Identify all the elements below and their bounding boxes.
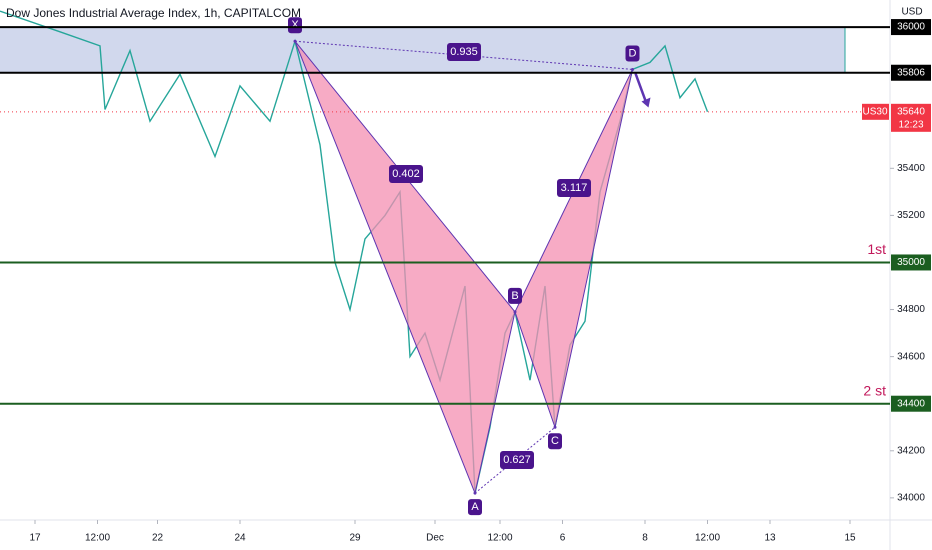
pattern-point: [513, 310, 517, 314]
level-value: 34400: [897, 398, 925, 409]
ratio-badge: [557, 179, 591, 197]
ratio-label: 3.117: [561, 182, 588, 194]
level-badge: [891, 254, 931, 271]
point-label: X: [291, 19, 299, 31]
y-tick-label: 34800: [897, 304, 925, 315]
pattern-point: [553, 425, 557, 429]
ratio-badge: [500, 451, 534, 469]
x-tick-label: 29: [349, 533, 361, 544]
x-tick-label: Dec: [426, 533, 444, 544]
current-badge: [891, 103, 931, 132]
y-tick-label: 34600: [897, 351, 925, 362]
ratio-label: 0.935: [450, 46, 478, 58]
point-label: A: [471, 501, 479, 513]
arrow: [634, 73, 648, 104]
symbol: US30: [862, 106, 887, 117]
y-tick-label: 35200: [897, 210, 925, 221]
y-tick-label: 35400: [897, 163, 925, 174]
point-badge: [468, 499, 482, 516]
level-value: 35806: [897, 67, 925, 78]
pattern-point: [293, 39, 297, 43]
current-value: 35640: [897, 106, 925, 117]
level-badge: [891, 19, 931, 36]
x-tick-label: 17: [29, 533, 41, 544]
plot: X A B C D 0.935 0.402 3.117 0.627 1st 2 st US30: [0, 10, 931, 524]
x-tick-label: 12:00: [487, 533, 512, 544]
level-label: 2 st: [863, 382, 886, 398]
x-tick-label: 13: [764, 533, 776, 544]
pattern-dotted: [474, 426, 556, 494]
ratio-badge: [447, 43, 481, 61]
level-label: 1st: [867, 241, 886, 257]
current-time: 12:23: [898, 119, 923, 130]
zone: [0, 27, 845, 73]
y-tick-label: 34200: [897, 445, 925, 456]
level-value: 36000: [897, 22, 925, 33]
point-badge: [508, 287, 522, 304]
x-tick-label: 12:00: [695, 533, 720, 544]
point-label: D: [629, 47, 637, 59]
x-tick-label: 6: [560, 533, 566, 544]
level-badge: [891, 64, 931, 81]
ratio-badge: [389, 165, 423, 183]
level-value: 35000: [897, 257, 925, 268]
level-badge: [891, 395, 931, 412]
point-badge: [548, 433, 562, 450]
x-tick-label: 12:00: [85, 533, 110, 544]
ratio-label: 0.402: [392, 168, 420, 180]
point-badge: [288, 17, 302, 34]
x-tick-label: 22: [152, 533, 164, 544]
point-badge: [625, 45, 640, 62]
pattern-point: [631, 67, 634, 71]
symbol-badge: [862, 103, 889, 120]
x-tick-label: 8: [642, 533, 648, 544]
x-tick-label: 15: [844, 533, 856, 544]
point-label: C: [551, 435, 559, 447]
arrow-head: [641, 97, 651, 108]
currency: USD: [901, 7, 922, 18]
pattern-point: [473, 491, 477, 495]
ratio-label: 0.627: [503, 454, 531, 466]
x-tick-label: 24: [234, 533, 246, 544]
y-tick-label: 34000: [897, 493, 925, 504]
point-label: B: [511, 290, 518, 302]
chart-title: Dow Jones Industrial Average Index, 1h, …: [6, 6, 301, 20]
